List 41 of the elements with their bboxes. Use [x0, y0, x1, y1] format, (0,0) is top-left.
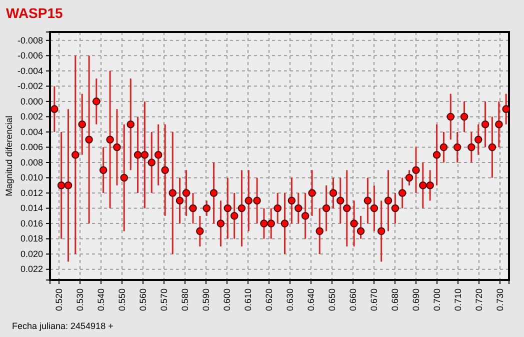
x-tick-label: 0.580 — [180, 288, 190, 312]
x-tick-label: 0.630 — [285, 288, 296, 312]
x-tick-label: 0.600 — [222, 288, 232, 312]
x-axis-title: Fecha juliana: 2454918 + — [12, 321, 114, 331]
x-tick-label: 0.620 — [264, 288, 274, 312]
y-tick-label: -0.004 — [17, 66, 43, 76]
x-tick-label: 0.730 — [495, 288, 506, 312]
x-tick-label: 0.520 — [54, 288, 64, 312]
x-tick-label: 0.610 — [243, 288, 254, 312]
x-tick-label: 0.660 — [348, 288, 358, 312]
x-tick-label: 0.720 — [474, 288, 484, 312]
x-tick-label: 0.640 — [306, 288, 316, 312]
y-tick-label: 0.004 — [20, 126, 43, 137]
y-tick-label: 0.016 — [20, 218, 43, 228]
y-tick-label: 0.008 — [20, 157, 43, 168]
x-tick-label: 0.560 — [138, 288, 148, 312]
y-tick-label: 0.018 — [20, 234, 43, 244]
y-tick-label: 0.006 — [20, 142, 43, 152]
x-tick-label: 0.650 — [327, 288, 338, 312]
x-tick-label: 0.540 — [96, 288, 106, 312]
y-tick-label: 0.010 — [20, 172, 43, 183]
x-tick-label: 0.710 — [453, 288, 464, 312]
y-tick-label: 0.002 — [20, 112, 43, 122]
chart-title: WASP15 — [6, 5, 64, 21]
y-tick-label: 0.020 — [20, 248, 43, 259]
y-tick-label: -0.008 — [17, 35, 43, 46]
y-tick-label: 0.014 — [20, 203, 43, 214]
x-tick-label: 0.670 — [369, 288, 380, 312]
x-tick-label: 0.530 — [75, 288, 86, 312]
y-tick-label: -0.002 — [17, 81, 43, 92]
y-tick-label: 0.022 — [20, 264, 43, 274]
x-tick-label: 0.570 — [159, 288, 170, 312]
y-tick-label: 0.000 — [20, 96, 43, 106]
x-tick-label: 0.680 — [390, 288, 400, 312]
y-axis-title: Magnitud diferencial — [4, 116, 14, 196]
y-tick-label: -0.006 — [17, 50, 43, 61]
y-tick-label: 0.012 — [20, 188, 43, 198]
x-tick-label: 0.590 — [201, 288, 212, 312]
x-tick-label: 0.700 — [432, 288, 442, 312]
x-tick-label: 0.690 — [411, 288, 422, 312]
x-tick-label: 0.550 — [117, 288, 128, 312]
